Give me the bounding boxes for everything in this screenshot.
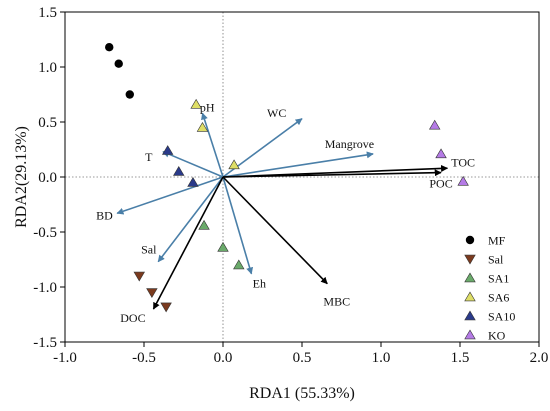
point-mf [125,90,134,99]
point-sal [133,271,145,282]
y-tick-label: 0.0 [38,170,57,186]
point-sa1 [217,241,229,252]
legend-marker-sal [464,254,476,265]
vector-label-eh: Eh [253,277,266,291]
vector-eh [222,176,254,275]
y-tick-label: -1.0 [33,280,57,296]
vector-label-wc: WC [267,106,286,120]
point-sa10 [173,165,185,176]
point-sa10 [187,176,199,187]
legend-marker-sa6 [464,291,476,302]
vector-label-ph: pH [200,101,215,115]
legend-marker-mf [465,235,475,245]
vector-label-t: T [145,150,153,164]
point-sa6 [196,121,209,132]
y-tick-label: -1.5 [33,335,57,351]
y-tick-label: 0.5 [38,115,57,131]
point-sa6 [228,159,240,170]
y-tick-label: 1.5 [38,5,57,21]
vector-mbc [222,176,328,285]
y-tick-label: 1.0 [38,60,57,76]
vector-doc [152,176,224,310]
x-tick-label: 0.0 [214,350,233,366]
x-tick-label: 2.0 [530,350,549,366]
y-axis-title: RDA2(29.13%) [13,126,30,228]
point-sa6 [190,98,202,109]
legend-label-sa6: SA6 [488,291,509,305]
vector-t [162,150,224,178]
point-mf [105,43,114,52]
vector-label-mbc: MBC [323,294,350,308]
legend: MF Sal SA1 SA6 SA10 KO [464,234,515,343]
legend-label-ko: KO [488,329,506,343]
vector-label-mangrove: Mangrove [325,137,374,151]
point-ko [428,119,441,130]
point-ko [435,148,447,159]
point-sal [160,302,172,313]
y-tick-label: -0.5 [33,225,57,241]
point-sa1 [198,219,210,230]
vector-label-doc: DOC [120,311,145,325]
vector-poc [222,169,442,178]
x-tick-label: -1.0 [53,350,77,366]
x-tick-label: -0.5 [132,350,156,366]
point-ko [457,175,469,186]
legend-marker-ko [464,329,476,340]
sample-points [105,43,469,313]
vector-ph [201,112,224,178]
legend-label-sal: Sal [488,253,504,267]
x-tick-label: 0.5 [293,350,312,366]
legend-marker-sa10 [464,310,476,321]
point-sa10 [161,145,174,155]
vector-label-poc: POC [429,177,452,191]
vector-mangrove [222,151,374,178]
axis-ticks: -1.0 -0.5 0.0 0.5 1.0 1.5 2.0-1.5-1.0-0.50.00.… [33,5,548,366]
x-tick-label: 1.0 [372,350,391,366]
x-tick-label: 1.5 [451,350,470,366]
x-axis-title: RDA1 (55.33%) [249,385,355,402]
vector-label-toc: TOC [451,156,475,170]
point-mf [114,59,123,68]
vector-sal [157,176,224,263]
point-sal [146,288,158,299]
legend-label-mf: MF [488,234,506,248]
vector-bd [116,176,224,215]
point-sa1 [233,259,245,270]
legend-marker-sa1 [464,272,476,283]
vector-label-sal: Sal [141,243,157,257]
legend-label-sa1: SA1 [488,272,509,286]
environmental-vectors: pH WC Mangrove T BD Sal Eh TOC POC MBC DOC [96,101,475,325]
legend-label-sa10: SA10 [488,310,515,324]
vector-label-bd: BD [96,209,113,223]
